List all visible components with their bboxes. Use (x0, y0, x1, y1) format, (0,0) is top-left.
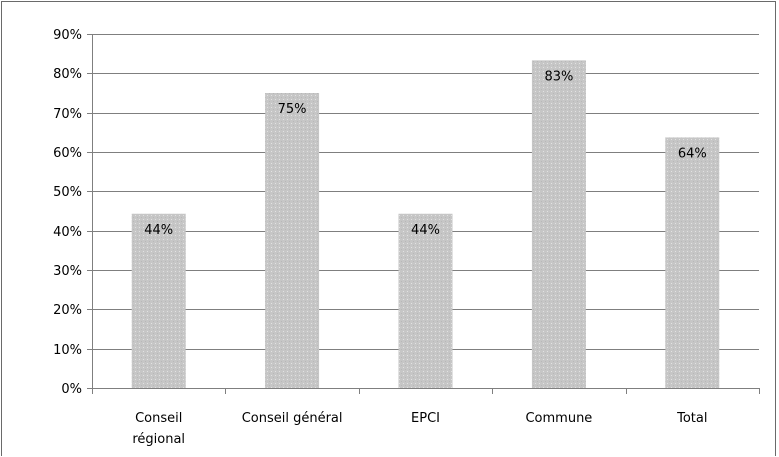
y-tick-label: 60% (53, 146, 82, 161)
bar (265, 93, 320, 388)
data-label: 75% (278, 102, 307, 117)
x-axis: Conseil régional Conseil général EPCI Commun… (92, 388, 760, 447)
y-axis: 0% 10% 20% 30% 40% 50% 60% 70% 80% 90% (53, 28, 93, 397)
y-tick-label: 70% (53, 107, 82, 122)
data-label: 44% (411, 223, 440, 238)
x-tick-label: Conseil général (242, 411, 343, 426)
bar (531, 60, 586, 388)
data-label: 64% (678, 146, 707, 161)
y-tick-label: 40% (53, 225, 82, 240)
y-tick-label: 50% (53, 185, 82, 200)
bars (131, 60, 720, 388)
y-tick-label: 90% (53, 28, 82, 43)
y-tick-label: 80% (53, 67, 82, 82)
x-tick-label: EPCI (411, 411, 440, 426)
bar (665, 137, 720, 388)
bar (398, 213, 453, 388)
x-tick-label: régional (132, 432, 185, 447)
y-tick-label: 20% (53, 303, 82, 318)
x-tick-label: Commune (525, 411, 592, 426)
y-tick-label: 30% (53, 264, 82, 279)
x-tick-label: Total (676, 411, 707, 426)
data-label: 44% (144, 223, 173, 238)
data-labels: 44% 75% 44% 83% 64% (144, 69, 707, 237)
gridlines (92, 34, 759, 350)
y-tick-label: 10% (53, 343, 82, 358)
y-tick-label: 0% (61, 382, 82, 397)
bar (131, 213, 186, 388)
x-tick-label: Conseil (135, 411, 182, 426)
data-label: 83% (544, 69, 573, 84)
